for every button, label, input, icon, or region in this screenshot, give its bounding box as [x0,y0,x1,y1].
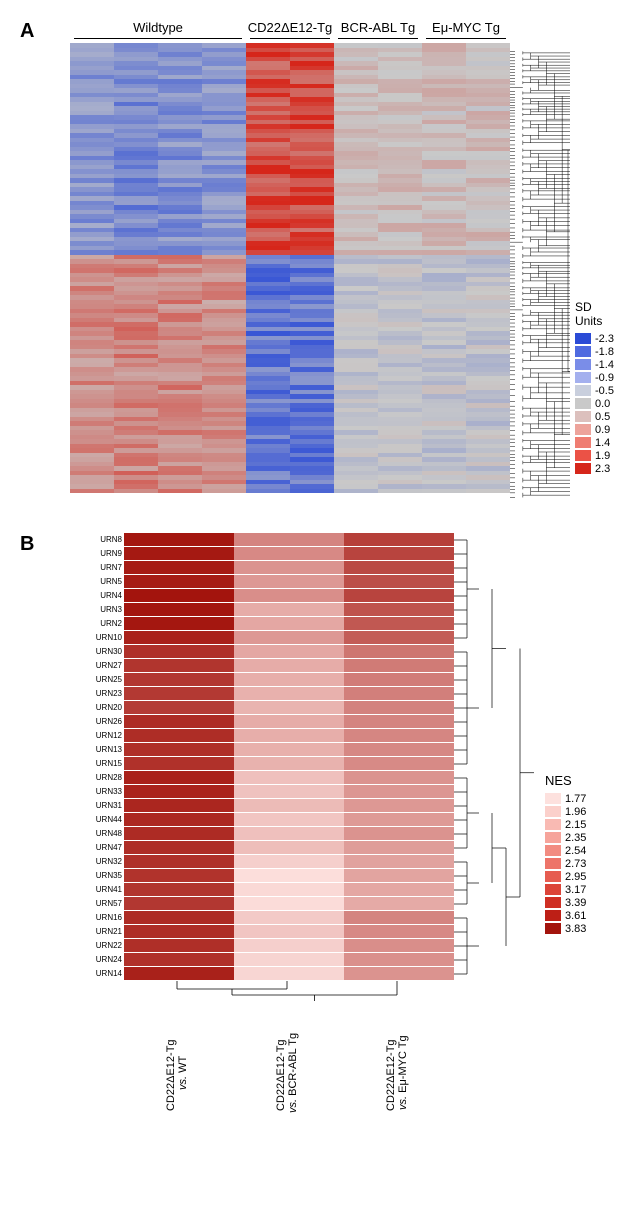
row-label: URN57 [80,897,122,911]
column-label: CD22ΔE12-Tgvs. Eμ-MYC Tg [342,1005,452,1145]
row-label: URN21 [80,925,122,939]
row-label: URN7 [80,561,122,575]
row-label: URN28 [80,771,122,785]
row-label: URN23 [80,687,122,701]
row-label: URN10 [80,631,122,645]
row-label: URN41 [80,883,122,897]
panel-a-legend: SD Units -2.3-1.8-1.4-0.9-0.50.00.50.91.… [575,300,614,475]
panel-b-column-brackets [122,981,452,1001]
column-group-header: Eμ-MYC Tg [422,20,510,35]
row-label: URN8 [80,533,122,547]
panel-b-heatmap [124,533,454,981]
row-label: URN44 [80,813,122,827]
panel-b-label: B [20,533,34,556]
row-label: URN4 [80,589,122,603]
row-label: URN25 [80,673,122,687]
column-label: CD22ΔE12-Tgvs. WT [122,1005,232,1145]
panel-b: B URN8URN9URN7URN5URN4URN3URN2URN10URN30… [20,533,613,1145]
row-label: URN14 [80,967,122,981]
panel-b-legend-title: NES [545,773,586,788]
column-group-header: CD22ΔE12-Tg [246,20,334,35]
column-group-header: Wildtype [70,20,246,35]
row-label: URN13 [80,743,122,757]
panel-a-column-headers: WildtypeCD22ΔE12-TgBCR-ABL TgEμ-MYC Tg [70,20,510,35]
row-label: URN33 [80,785,122,799]
panel-b-column-labels: CD22ΔE12-Tgvs. WTCD22ΔE12-Tgvs. BCR-ABL … [122,1005,452,1145]
row-label: URN48 [80,827,122,841]
column-group-header: BCR-ABL Tg [334,20,422,35]
panel-b-row-dendrogram [454,533,534,981]
panel-a-row-dendrogram [510,50,570,500]
panel-b-row-labels: URN8URN9URN7URN5URN4URN3URN2URN10URN30UR… [80,533,124,981]
row-label: URN47 [80,841,122,855]
row-label: URN20 [80,701,122,715]
row-label: URN35 [80,869,122,883]
row-label: URN32 [80,855,122,869]
panel-a-label: A [20,20,34,43]
row-label: URN24 [80,953,122,967]
row-label: URN16 [80,911,122,925]
panel-a-legend-title: SD Units [575,300,614,328]
panel-a: A WildtypeCD22ΔE12-TgBCR-ABL TgEμ-MYC Tg… [20,20,613,493]
row-label: URN31 [80,799,122,813]
row-label: URN2 [80,617,122,631]
row-label: URN9 [80,547,122,561]
row-label: URN27 [80,659,122,673]
panel-b-legend: NES 1.771.962.152.352.542.732.953.173.39… [545,773,586,935]
row-label: URN26 [80,715,122,729]
row-label: URN12 [80,729,122,743]
row-label: URN30 [80,645,122,659]
column-label: CD22ΔE12-Tgvs. BCR-ABL Tg [232,1005,342,1145]
row-label: URN22 [80,939,122,953]
panel-a-heatmap [70,43,510,493]
row-label: URN5 [80,575,122,589]
row-label: URN15 [80,757,122,771]
row-label: URN3 [80,603,122,617]
